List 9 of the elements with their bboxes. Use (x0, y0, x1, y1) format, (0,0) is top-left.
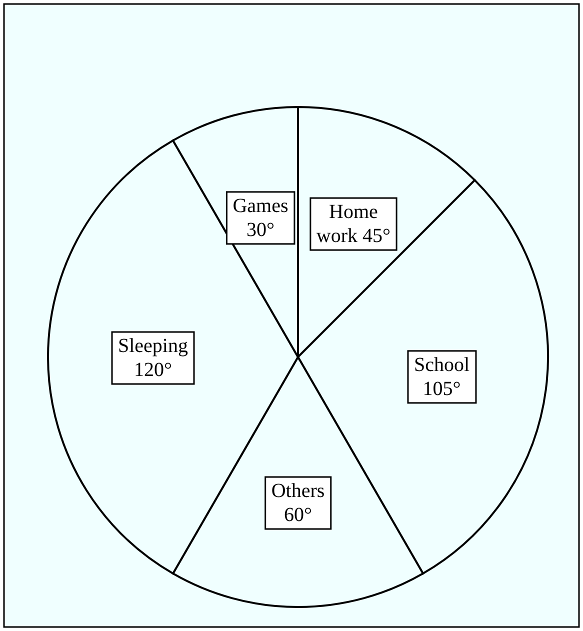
slice-label: Home work 45° (316, 201, 391, 248)
data-label: 120° (134, 359, 172, 381)
slice-label: School (414, 354, 470, 376)
slice-label: Others (271, 480, 325, 502)
data-label: 30° (246, 218, 274, 241)
data-label: 60° (284, 504, 312, 526)
data-label: 105° (422, 378, 461, 400)
slice-label: Games (232, 194, 288, 217)
slice-label: Sleeping (118, 335, 188, 357)
